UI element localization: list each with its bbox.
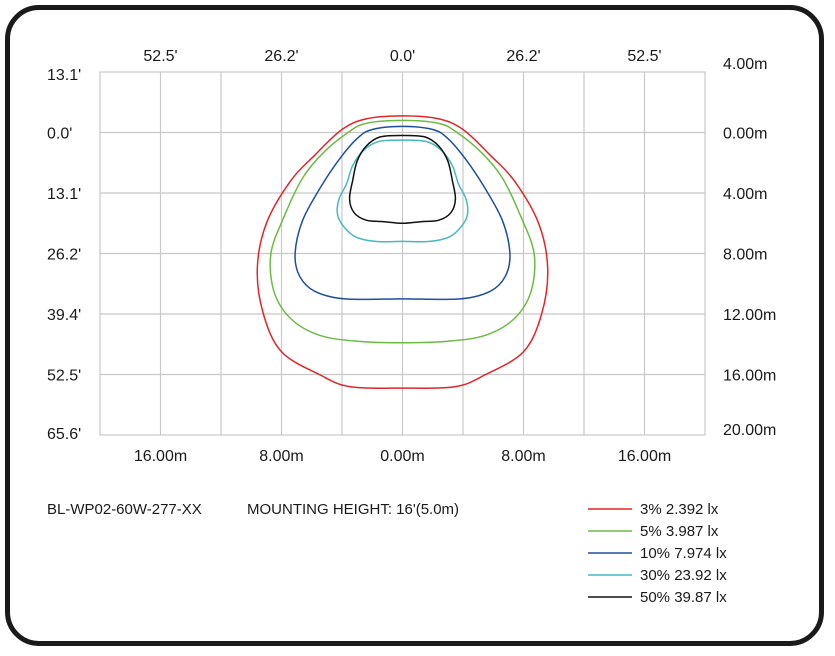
contour-line-5 <box>348 134 457 225</box>
product-label: BL-WP02-60W-277-XX <box>47 501 202 518</box>
right-tick-label: 8.00m <box>723 247 767 264</box>
right-tick-label: 20.00m <box>723 422 776 439</box>
right-tick-label: 0.00m <box>723 126 767 143</box>
right-tick-label: 16.00m <box>723 368 776 385</box>
left-tick-label: 26.2' <box>47 247 81 264</box>
right-tick-labels: 4.00m 0.00m 4.00m 8.00m 12.00m 16.00m 20.00m <box>723 56 776 439</box>
plot-grid <box>99 71 706 436</box>
bottom-tick-labels: 16.00m 8.00m 0.00m 8.00m 16.00m <box>134 448 671 465</box>
contour-group <box>256 115 549 389</box>
chart-frame <box>5 5 824 646</box>
top-tick-label: 52.5' <box>143 48 177 65</box>
left-tick-label: 39.4' <box>47 307 81 324</box>
legend-label-2: 5% 3.987 lx <box>640 523 719 540</box>
bottom-tick-label: 16.00m <box>134 448 187 465</box>
right-tick-label: 12.00m <box>723 307 776 324</box>
bottom-tick-label: 16.00m <box>618 448 671 465</box>
top-tick-labels: 52.5' 26.2' 0.0' 26.2' 52.5' <box>143 48 661 65</box>
left-tick-label: 13.1' <box>47 67 81 84</box>
legend: 3% 2.392 lx 5% 3.987 lx 10% 7.974 lx 30% 23… <box>588 501 727 606</box>
right-tick-label: 4.00m <box>723 56 767 73</box>
top-tick-label: 26.2' <box>264 48 298 65</box>
top-tick-label: 0.0' <box>390 48 415 65</box>
contour-line-4 <box>336 139 469 243</box>
bottom-tick-label: 8.00m <box>259 448 303 465</box>
top-tick-label: 52.5' <box>627 48 661 65</box>
left-tick-label: 52.5' <box>47 368 81 385</box>
top-tick-label: 26.2' <box>506 48 540 65</box>
legend-label-1: 3% 2.392 lx <box>640 501 719 518</box>
legend-label-3: 10% 7.974 lx <box>640 545 727 562</box>
mounting-height-label: MOUNTING HEIGHT: 16'(5.0m) <box>247 501 459 518</box>
contour-line-2 <box>269 119 536 344</box>
bottom-tick-label: 0.00m <box>380 448 424 465</box>
contour-line-1 <box>256 115 549 389</box>
right-tick-label: 4.00m <box>723 186 767 203</box>
left-tick-label: 65.6' <box>47 426 81 443</box>
legend-label-5: 50% 39.87 lx <box>640 589 727 606</box>
left-tick-labels: 13.1' 0.0' 13.1' 26.2' 39.4' 52.5' 65.6' <box>47 67 81 443</box>
left-tick-label: 13.1' <box>47 186 81 203</box>
legend-label-4: 30% 23.92 lx <box>640 567 727 584</box>
left-tick-label: 0.0' <box>47 126 72 143</box>
contour-line-3 <box>294 125 511 301</box>
bottom-tick-label: 8.00m <box>501 448 545 465</box>
